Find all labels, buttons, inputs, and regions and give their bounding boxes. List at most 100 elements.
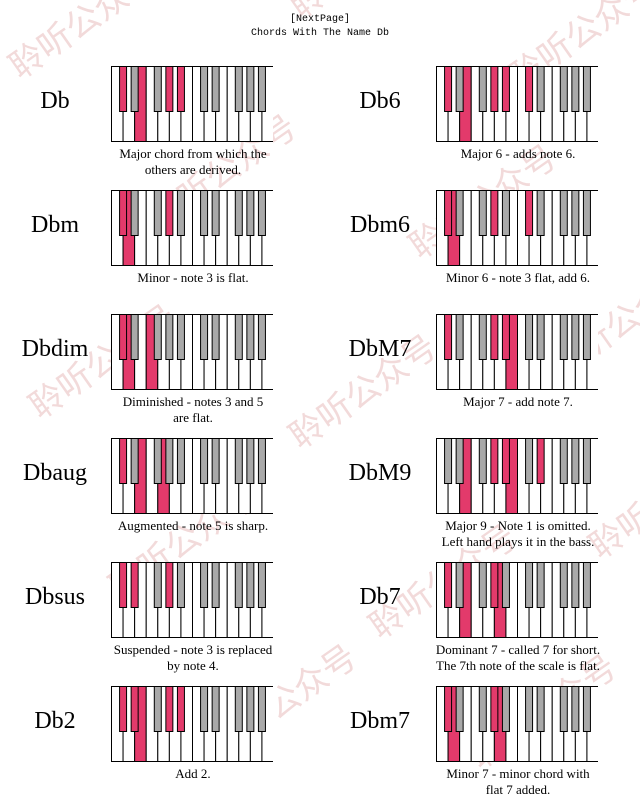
chord-caption: Major 9 - Note 1 is omitted. Left hand p… (441, 518, 595, 549)
black-key (200, 438, 209, 484)
black-key (455, 562, 464, 608)
piano-keyboard (436, 438, 598, 514)
black-key (200, 190, 209, 236)
black-key-highlighted (119, 314, 128, 360)
black-key (582, 66, 591, 112)
black-key-highlighted (490, 562, 499, 608)
piano-keyboard (436, 686, 598, 762)
black-key (571, 190, 580, 236)
chord-caption: Diminished - notes 3 and 5 are flat. (122, 394, 264, 425)
black-key (455, 314, 464, 360)
chord-name: Db2 (34, 708, 76, 734)
black-key (525, 562, 534, 608)
piano-keyboard (111, 66, 273, 142)
black-key-highlighted (525, 190, 534, 236)
black-key (478, 314, 487, 360)
black-key (176, 190, 185, 236)
next-page-link[interactable]: [NextPage] (289, 14, 350, 25)
black-key-highlighted (119, 562, 128, 608)
black-key (571, 438, 580, 484)
chord-name: DbM7 (348, 336, 412, 362)
black-key-highlighted (444, 190, 453, 236)
chord-caption: Minor 6 - note 3 flat, add 6. (445, 270, 591, 285)
chord-card-db: Db Major chord from which the others are … (0, 64, 320, 188)
black-key (455, 66, 464, 112)
chord-caption: Major chord from which the others are de… (119, 146, 267, 177)
black-key (234, 66, 243, 112)
piano-keyboard (111, 686, 273, 762)
black-key-highlighted (490, 686, 499, 732)
black-key (130, 190, 139, 236)
page-title: Chords With The Name Db (250, 28, 390, 39)
black-key (257, 66, 266, 112)
chord-name: Dbaug (23, 460, 87, 486)
chord-name: Db6 (359, 88, 401, 114)
chord-name: DbM9 (348, 460, 412, 486)
black-key-highlighted (130, 562, 139, 608)
piano-keyboard (111, 190, 273, 266)
black-key-highlighted (501, 314, 510, 360)
black-key (153, 190, 162, 236)
black-key-highlighted (176, 66, 185, 112)
black-key (200, 66, 209, 112)
black-key (501, 562, 510, 608)
black-key-highlighted (165, 190, 174, 236)
black-key (455, 190, 464, 236)
black-key (176, 438, 185, 484)
black-key (559, 562, 568, 608)
chord-card-db6: Db6 Major 6 - adds note 6. (325, 64, 640, 188)
piano-keyboard (111, 438, 273, 514)
chord-caption: Dominant 7 - called 7 for short. The 7th… (435, 642, 601, 673)
chord-name: Db7 (359, 584, 401, 610)
black-key (246, 190, 255, 236)
chord-caption: Minor - note 3 is flat. (137, 270, 249, 285)
black-key (525, 686, 534, 732)
black-key (246, 686, 255, 732)
piano-keyboard (436, 314, 598, 390)
piano-keyboard (111, 562, 273, 638)
black-key (571, 314, 580, 360)
chord-card-dbm9: DbM9 Major 9 - Note 1 is omitted. Left ha… (325, 436, 640, 560)
black-key-highlighted (444, 314, 453, 360)
black-key (559, 686, 568, 732)
black-key (234, 438, 243, 484)
black-key (257, 562, 266, 608)
black-key-highlighted (165, 66, 174, 112)
black-key (176, 562, 185, 608)
black-key (200, 686, 209, 732)
chord-card-dbdim: Dbdim Diminished - notes 3 and 5 are flat… (0, 312, 320, 436)
piano-keyboard (436, 190, 598, 266)
chord-caption: Add 2. (175, 766, 211, 781)
black-key-highlighted (490, 314, 499, 360)
piano-keyboard (436, 562, 598, 638)
black-key-highlighted (165, 686, 174, 732)
black-key (153, 66, 162, 112)
black-key (536, 562, 545, 608)
chord-card-db2: Db2 Add 2. (0, 684, 320, 808)
black-key (153, 686, 162, 732)
black-key (455, 438, 464, 484)
chord-caption: Major 7 - add note 7. (463, 394, 573, 409)
black-key (478, 438, 487, 484)
black-key (200, 562, 209, 608)
black-key-highlighted (165, 562, 174, 608)
chord-name: Dbm7 (350, 708, 410, 734)
black-key (536, 66, 545, 112)
chord-name: Db (40, 88, 70, 114)
black-key-highlighted (490, 66, 499, 112)
black-key (582, 190, 591, 236)
black-key-highlighted (130, 686, 139, 732)
black-key (234, 686, 243, 732)
black-key (246, 562, 255, 608)
chord-name: Dbm (31, 212, 79, 238)
black-key (211, 190, 220, 236)
black-key (176, 314, 185, 360)
black-key (525, 314, 534, 360)
black-key (444, 438, 453, 484)
black-key (211, 686, 220, 732)
black-key-highlighted (444, 686, 453, 732)
black-key (582, 438, 591, 484)
black-key (246, 66, 255, 112)
black-key (130, 314, 139, 360)
black-key-highlighted (490, 438, 499, 484)
